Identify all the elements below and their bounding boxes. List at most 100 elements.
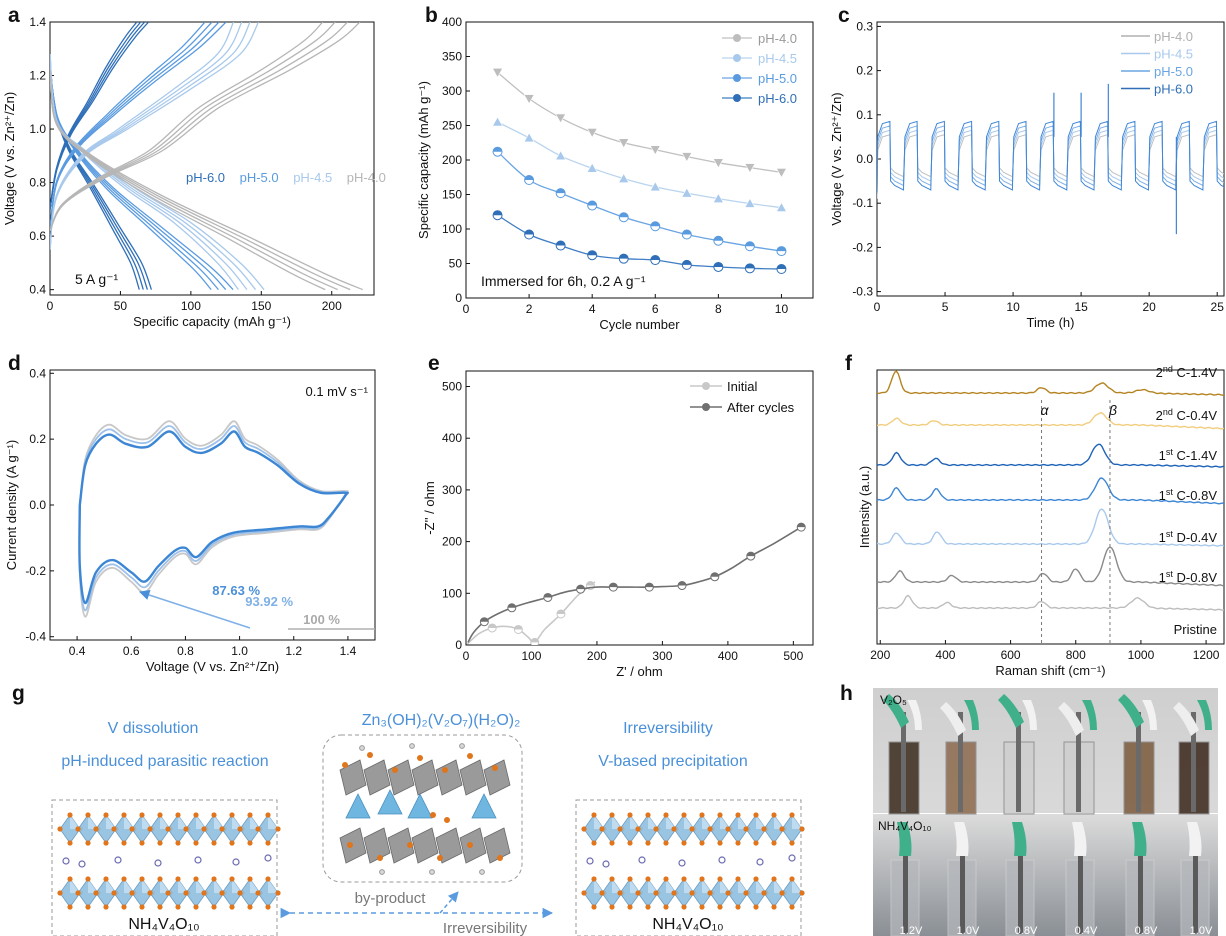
nh4-ion: [114, 856, 122, 864]
electrode-top: [1136, 712, 1141, 812]
octahedron-face: [774, 879, 784, 893]
panel-letter-g: g: [12, 682, 25, 705]
oxygen-atom: [157, 840, 163, 846]
hydrogen-atom: [429, 869, 435, 875]
x-tick-label: 15: [1074, 300, 1088, 314]
clip-top-2: [964, 700, 979, 730]
legend-marker-Initial: [702, 382, 710, 390]
octahedron-face: [106, 879, 116, 893]
oxygen-atom: [103, 904, 109, 910]
photo-top-bg: [873, 688, 1218, 813]
raman-1st C-1.4V: [877, 443, 1224, 468]
oxygen-atom: [247, 812, 253, 818]
eis-marker-fill-After cycles: [576, 585, 585, 590]
g-left-title-1: V dissolution: [108, 720, 199, 737]
zn-polyhedron: [459, 827, 487, 864]
legend-marker-After cycles: [702, 403, 710, 411]
y-tick-label: -0.1: [852, 196, 873, 210]
oxygen-atom: [743, 890, 749, 896]
octahedron-face: [250, 879, 260, 893]
eis-line-Initial: [466, 581, 596, 645]
chart-d-cv: 0.4 0.6 0.8 1.0 1.2 1.4 -0.4 -0.2 0.0 0.2 0.4 Volta…: [4, 366, 376, 674]
oxygen-atom: [103, 812, 109, 818]
oxygen-atom: [789, 840, 795, 846]
electrode-top: [1076, 712, 1081, 812]
x-tick-label: 6: [652, 302, 659, 316]
octahedron-face: [214, 815, 224, 829]
oxygen-atom: [689, 890, 695, 896]
oxygen-atom: [753, 840, 759, 846]
annotation-immersion: Immersed for 6h, 0.2 A g⁻¹: [481, 273, 646, 289]
oxygen-atom: [699, 840, 705, 846]
oxygen-atom: [717, 876, 723, 882]
oxygen-atom: [367, 752, 373, 758]
x-axis-label: Cycle number: [599, 317, 680, 332]
x-tick-label: 200: [870, 648, 890, 662]
y-tick-label: 0.4: [29, 366, 46, 380]
chart-f-raman: 200 400 600 800 1000 1200 Raman shift (cm⁻¹) In…: [857, 364, 1225, 678]
eis-marker-fill-Initial: [586, 581, 595, 586]
x-tick-label: 0.6: [123, 644, 140, 658]
oxygen-atom: [609, 840, 615, 846]
oxygen-atom: [609, 876, 615, 882]
oxygen-atom: [67, 876, 73, 882]
marker-half-pH-6.0: [619, 254, 629, 259]
plot-area: [466, 522, 806, 645]
v2o7-tetrahedron: [471, 793, 497, 819]
series-label-2nd C-0.4V: 2nd C-0.4V: [1156, 407, 1218, 423]
eis-marker-fill-Initial: [530, 638, 539, 643]
marker-half-pH-6.0: [556, 241, 566, 246]
marker-half-pH-5.0: [493, 147, 503, 152]
oxygen-atom: [735, 840, 741, 846]
oxygen-atom: [265, 840, 271, 846]
nh4-ion: [788, 854, 796, 862]
x-tick-label: 800: [1066, 648, 1086, 662]
oxygen-atom: [799, 890, 805, 896]
clip-top: [940, 702, 966, 736]
oxygen-atom: [753, 812, 759, 818]
zn-polyhedron: [411, 759, 439, 796]
octahedron-face: [774, 815, 784, 829]
oxygen-atom: [581, 826, 587, 832]
photo-voltage-labels: 1.2V 1.0V 0.8V 0.4V 0.8V 1.0V: [900, 925, 1213, 936]
y-axis-label: Voltage (V vs. Zn²⁺/Zn): [829, 92, 844, 225]
legend-marker-pH-4.5: [733, 54, 741, 62]
nh4-ion: [78, 860, 86, 868]
y-tick-label: 250: [442, 119, 462, 133]
y-tick-label: 300: [442, 483, 462, 497]
oxygen-atom: [342, 762, 348, 768]
oxygen-atom: [75, 890, 81, 896]
oxygen-atom: [599, 890, 605, 896]
electrode-bottom: [1138, 834, 1143, 934]
marker-half-pH-6.0: [493, 210, 503, 216]
legend-pH-5.0: pH-5.0: [758, 71, 797, 86]
g-center-title: Zn₃(OH)₂(V₂O₇)(H₂O)₂: [362, 712, 521, 729]
y-tick-label: 0.3: [856, 19, 873, 33]
y-tick-label: -0.4: [25, 630, 46, 644]
nh4-ion: [718, 856, 726, 864]
series-pH-6.0: [877, 120, 1224, 193]
x-tick-label: 300: [652, 649, 672, 663]
oxygen-atom: [121, 840, 127, 846]
eis-marker-fill-After cycles: [543, 593, 552, 598]
octahedron-face: [756, 879, 766, 893]
clip-top-2: [1197, 700, 1212, 730]
oxygen-atom: [165, 890, 171, 896]
nh4-ion: [756, 858, 764, 866]
clip-top-2: [1142, 700, 1157, 730]
y-axis-label: Current density (A g⁻¹): [4, 440, 19, 570]
oxygen-atom: [219, 890, 225, 896]
oxygen-atom: [103, 876, 109, 882]
marker-pH-4.5: [555, 150, 567, 161]
oxygen-atom: [157, 876, 163, 882]
octahedron-face: [702, 815, 712, 829]
photo-bottom-bg: [873, 814, 1218, 936]
oxygen-atom: [599, 826, 605, 832]
oxygen-atom: [591, 876, 597, 882]
oxygen-atom: [717, 904, 723, 910]
g-right-box: [575, 799, 802, 936]
octahedron-face: [268, 879, 278, 893]
x-axis-label: Specific capacity (mAh g⁻¹): [133, 314, 291, 329]
nh4-ion: [62, 857, 70, 865]
